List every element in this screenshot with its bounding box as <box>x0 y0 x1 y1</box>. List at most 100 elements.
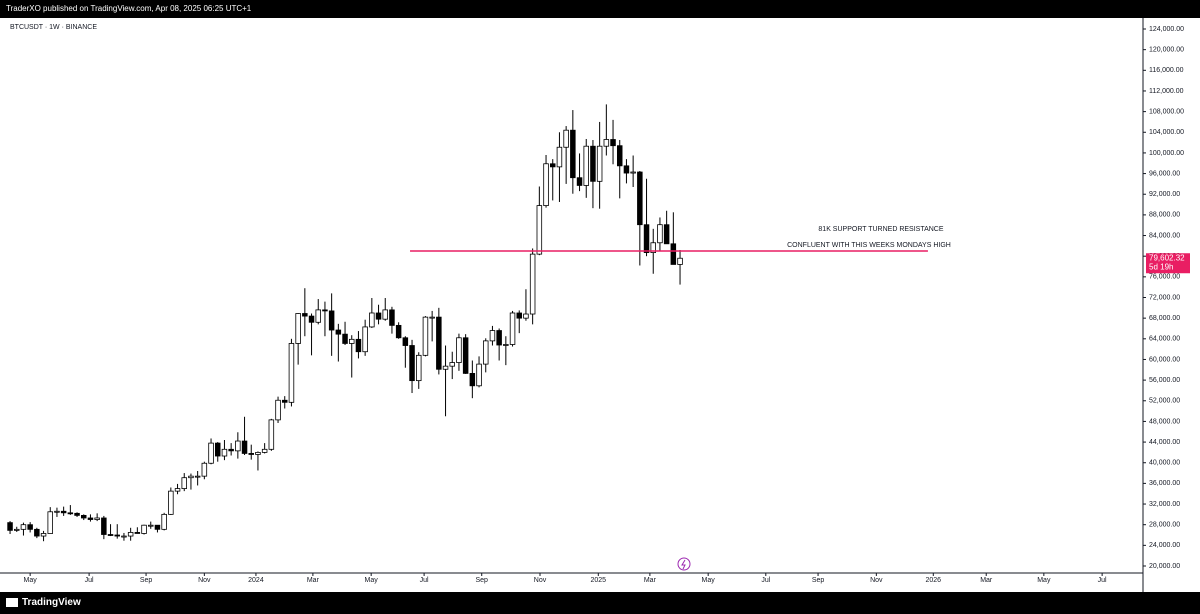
candle-body <box>148 524 154 527</box>
event-icon <box>677 557 691 571</box>
y-tick-label: 68,000.00 <box>1149 315 1180 322</box>
candle-body <box>677 257 683 265</box>
x-tick-label: Jul <box>420 577 429 584</box>
candle-body <box>355 338 362 353</box>
candle-body <box>496 330 502 346</box>
x-tick-label: Jul <box>85 577 94 584</box>
candle-body <box>650 242 656 253</box>
candle-body <box>395 324 402 339</box>
candle-body <box>101 517 107 535</box>
candle-body <box>161 513 167 530</box>
candle-body <box>27 524 33 530</box>
candle-body <box>255 452 261 455</box>
x-tick-label: Sep <box>475 577 488 584</box>
countdown: 5d 19h <box>1149 262 1173 271</box>
candle-body <box>221 448 228 457</box>
candle-body <box>47 511 53 534</box>
x-tick-label: 2026 <box>926 577 942 584</box>
candle-body <box>342 333 348 344</box>
x-tick-label: Mar <box>980 577 993 584</box>
candle-body <box>40 533 47 537</box>
candle-body <box>194 475 201 478</box>
candle-body <box>482 340 489 365</box>
candle-body <box>141 524 147 534</box>
candle-body <box>208 442 214 464</box>
candle-body <box>87 517 94 520</box>
candle-body <box>268 419 275 450</box>
y-tick-label: 32,000.00 <box>1149 501 1180 508</box>
candle-body <box>315 309 321 323</box>
y-tick-label: 60,000.00 <box>1149 356 1180 363</box>
candle-body <box>503 344 509 346</box>
candle-body <box>60 510 67 514</box>
candle-body <box>14 528 20 531</box>
candle-body <box>415 354 422 382</box>
candle-body <box>456 337 462 363</box>
candle-body <box>7 522 13 531</box>
candle-body <box>436 316 442 370</box>
candle-body <box>610 139 616 147</box>
symbol: BTCUSDT · 1W · BINANCE <box>10 24 97 31</box>
candle-body <box>134 532 141 534</box>
candle-body <box>543 163 549 206</box>
x-tick-label: 2025 <box>591 577 607 584</box>
x-tick-label: Nov <box>198 577 211 584</box>
y-tick-label: 40,000.00 <box>1149 460 1180 467</box>
x-tick-label: Mar <box>307 577 320 584</box>
y-tick-label: 64,000.00 <box>1149 336 1180 343</box>
y-tick-label: 112,000.00 <box>1149 88 1184 95</box>
candle-body <box>603 139 610 147</box>
candle-body <box>516 312 522 319</box>
y-tick-label: 96,000.00 <box>1149 170 1180 177</box>
event-icon-bolt <box>681 559 686 570</box>
last-price-tag <box>1146 253 1190 274</box>
candle-body <box>402 337 409 346</box>
y-tick-label: 120,000.00 <box>1149 46 1184 53</box>
candle-body <box>181 477 187 489</box>
y-tick-label: 44,000.00 <box>1149 439 1180 446</box>
candle-body <box>422 316 429 356</box>
candle-body <box>509 312 516 345</box>
candle-body <box>54 510 60 513</box>
candle-body <box>328 310 335 331</box>
annotation: 81K SUPPORT TURNED RESISTANCE <box>818 226 943 233</box>
candle-body <box>429 316 435 319</box>
y-tick-label: 28,000.00 <box>1149 522 1180 529</box>
candle-body <box>81 514 87 519</box>
candle-body <box>623 165 630 174</box>
candle-body <box>616 145 623 167</box>
candle-body <box>235 440 241 452</box>
candle-body <box>489 330 496 342</box>
candle-body <box>241 440 248 454</box>
candle-body <box>74 512 80 516</box>
y-tick-label: 104,000.00 <box>1149 129 1184 136</box>
y-tick-label: 24,000.00 <box>1149 542 1180 549</box>
candle-body <box>215 442 221 457</box>
candle-body <box>107 534 114 536</box>
y-tick-label: 52,000.00 <box>1149 398 1180 405</box>
x-tick-label: May <box>1037 577 1051 584</box>
bottom-bar: TradingView <box>0 592 1200 614</box>
candle-body <box>369 312 375 328</box>
annotation: CONFLUENT WITH THIS WEEKS MONDAYS HIGH <box>787 242 951 249</box>
candle-body <box>583 145 589 186</box>
candle-body <box>261 448 268 453</box>
candle-body <box>335 329 342 335</box>
candle-body <box>348 338 355 344</box>
candle-body <box>295 313 301 344</box>
candle-body <box>154 524 161 530</box>
y-tick-label: 20,000.00 <box>1149 563 1180 570</box>
candle-body <box>449 362 455 367</box>
y-tick-label: 108,000.00 <box>1149 108 1184 115</box>
candle-body <box>168 490 174 515</box>
x-tick-label: Nov <box>534 577 547 584</box>
y-tick-label: 100,000.00 <box>1149 150 1184 157</box>
x-tick-label: Nov <box>870 577 883 584</box>
candle-body <box>288 343 295 403</box>
candle-body <box>188 475 194 479</box>
candle-body <box>375 312 382 320</box>
candle-body <box>308 315 315 323</box>
y-tick-label: 92,000.00 <box>1149 191 1180 198</box>
y-tick-label: 36,000.00 <box>1149 480 1180 487</box>
